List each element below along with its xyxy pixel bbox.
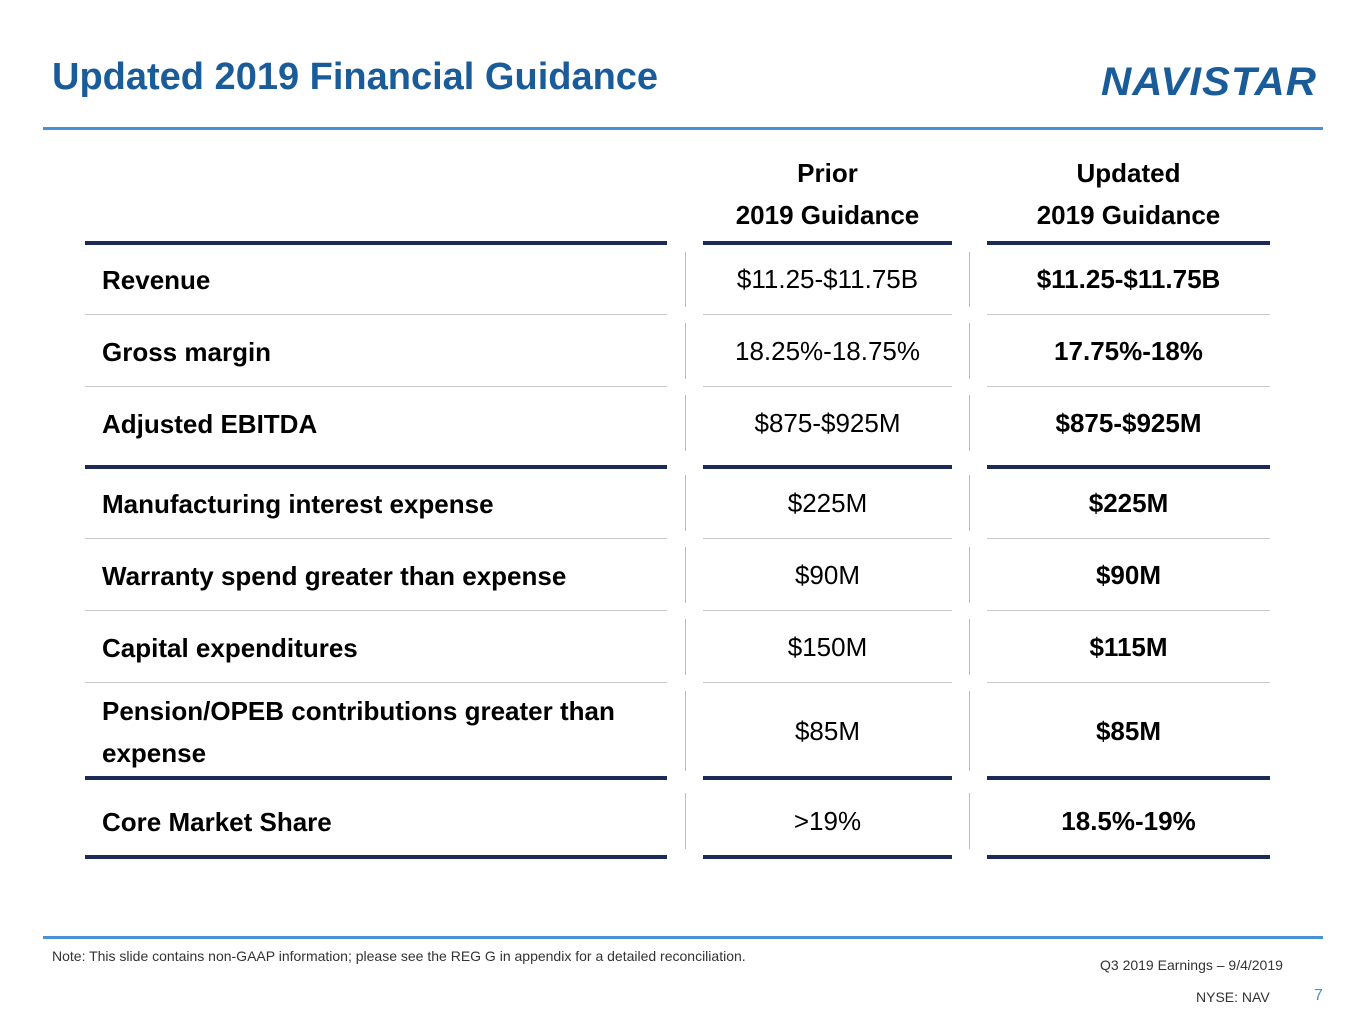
table-rule xyxy=(703,241,952,245)
table-rule xyxy=(987,465,1270,469)
table-rule xyxy=(703,465,952,469)
row-divider xyxy=(85,610,667,611)
row-divider xyxy=(85,538,667,539)
title-divider xyxy=(43,127,1323,130)
column-separator xyxy=(969,395,970,451)
updated-value-gross-margin: 17.75%-18% xyxy=(1054,336,1203,366)
row-divider xyxy=(85,386,667,387)
table-rule xyxy=(987,776,1270,780)
prior-header-line-2: 2019 Guidance xyxy=(735,200,920,230)
prior-value-gross-margin: 18.25%-18.75% xyxy=(734,336,921,366)
row-label-warranty-spend: Warranty spend greater than expense xyxy=(102,561,567,591)
column-separator xyxy=(969,252,970,307)
row-label-gross-margin: Gross margin xyxy=(102,337,272,367)
row-divider xyxy=(703,610,952,611)
table-rule xyxy=(987,855,1270,859)
column-separator xyxy=(969,793,970,849)
table-rule xyxy=(85,241,667,245)
updated-value-capital-expenditures: $115M xyxy=(1089,632,1168,662)
row-divider xyxy=(987,682,1270,683)
prior-header-line-1: Prior xyxy=(797,158,858,188)
updated-guidance-header: Updated 2019 Guidance xyxy=(987,152,1270,236)
updated-value-manufacturing-interest-expense: $225M xyxy=(1088,488,1169,518)
row-label-revenue: Revenue xyxy=(102,265,211,295)
row-divider xyxy=(85,682,667,683)
row-divider xyxy=(703,314,952,315)
row-divider xyxy=(85,314,667,315)
row-divider xyxy=(987,314,1270,315)
prior-value-manufacturing-interest-expense: $225M xyxy=(787,488,868,518)
table-rule xyxy=(85,776,667,780)
column-separator xyxy=(685,475,686,531)
table-rule xyxy=(703,855,952,859)
column-separator xyxy=(685,323,686,379)
column-separator xyxy=(685,395,686,451)
updated-value-revenue: $11.25-$11.75B xyxy=(1036,264,1221,294)
table-rule xyxy=(703,776,952,780)
row-label-manufacturing-interest-expense: Manufacturing interest expense xyxy=(102,489,494,519)
footnote: Note: This slide contains non-GAAP infor… xyxy=(52,948,746,964)
row-divider xyxy=(987,386,1270,387)
prior-value-adjusted-ebitda: $875-$925M xyxy=(754,408,901,438)
row-divider xyxy=(987,610,1270,611)
updated-value-adjusted-ebitda: $875-$925M xyxy=(1055,408,1202,438)
page-number: 7 xyxy=(1314,987,1323,1004)
row-label-capital-expenditures: Capital expenditures xyxy=(102,633,358,663)
prior-value-revenue: $11.25-$11.75B xyxy=(736,264,919,294)
table-rule xyxy=(987,241,1270,245)
updated-value-warranty-spend: $90M xyxy=(1095,560,1162,590)
column-separator xyxy=(685,619,686,675)
updated-header-line-1: Updated xyxy=(1076,158,1181,188)
column-separator xyxy=(685,252,686,307)
row-label-core-market-share: Core Market Share xyxy=(102,807,332,837)
updated-value-pension-opeb: $85M xyxy=(1095,716,1162,746)
prior-guidance-header: Prior 2019 Guidance xyxy=(703,152,952,236)
updated-header-line-2: 2019 Guidance xyxy=(1036,200,1221,230)
row-divider xyxy=(703,386,952,387)
navistar-logo: NAVISTAR xyxy=(1101,60,1317,102)
column-separator xyxy=(685,691,686,771)
row-label-adjusted-ebitda: Adjusted EBITDA xyxy=(102,409,318,439)
prior-value-warranty-spend: $90M xyxy=(794,560,861,590)
navistar-logo-text: NAVISTAR xyxy=(1101,60,1317,102)
row-divider xyxy=(703,538,952,539)
updated-value-core-market-share: 18.5%-19% xyxy=(1061,806,1196,836)
column-separator xyxy=(685,547,686,603)
prior-value-core-market-share: >19% xyxy=(793,806,862,836)
column-separator xyxy=(969,619,970,675)
column-separator xyxy=(969,323,970,379)
row-label-pension-opeb: Pension/OPEB contributions greater than … xyxy=(102,696,615,768)
column-separator xyxy=(969,475,970,531)
row-divider xyxy=(987,538,1270,539)
column-separator xyxy=(969,547,970,603)
ticker-label: NYSE: NAV xyxy=(1196,989,1270,1005)
footer-divider xyxy=(43,936,1323,939)
table-rule xyxy=(85,855,667,859)
prior-value-capital-expenditures: $150M xyxy=(787,632,868,662)
row-divider xyxy=(703,682,952,683)
prior-value-pension-opeb: $85M xyxy=(794,716,861,746)
column-separator xyxy=(969,691,970,771)
slide-title: Updated 2019 Financial Guidance xyxy=(52,56,659,98)
table-rule xyxy=(85,465,667,469)
event-label: Q3 2019 Earnings – 9/4/2019 xyxy=(1100,957,1283,973)
column-separator xyxy=(685,793,686,849)
